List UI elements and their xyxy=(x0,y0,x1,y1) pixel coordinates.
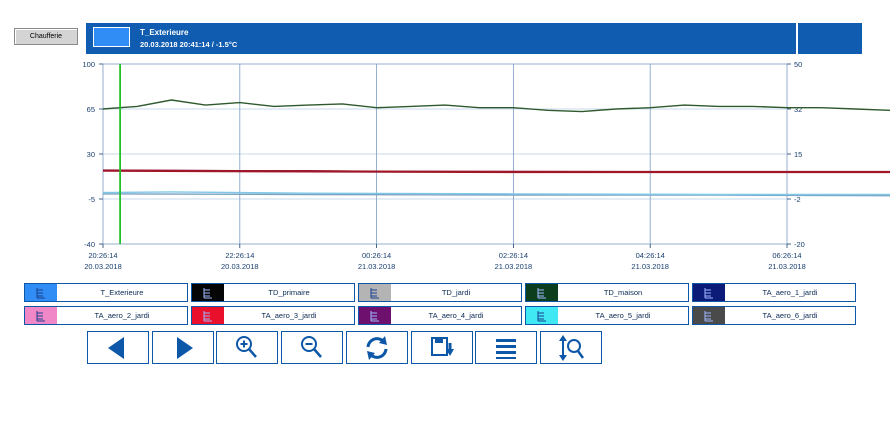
x-tick-date: 21.03.2018 xyxy=(495,262,533,271)
legend-label: TD_primaire xyxy=(268,288,310,297)
y-axis-left: 100 65 30 -5 -40 xyxy=(82,60,103,249)
header-value: 20.03.2018 20:41:14 / -1.5°C xyxy=(140,40,238,49)
series-line-td-maison xyxy=(102,99,890,113)
x-tick-time: 20:26:14 xyxy=(88,251,117,260)
trend-chart[interactable]: 100 65 30 -5 -40 50 32 15 -2 -20 20:26:14 20.03.2… xyxy=(0,55,890,280)
arrow-right-icon xyxy=(176,336,193,359)
x-tick-time: 22:26:14 xyxy=(225,251,254,260)
refresh-icon xyxy=(366,335,388,360)
y-right-tick-label: 32 xyxy=(794,105,802,114)
chart-series xyxy=(102,99,890,197)
x-tick-date: 20.03.2018 xyxy=(221,262,259,271)
legend-label: TD_jardi xyxy=(441,288,471,297)
header-color-swatch xyxy=(93,27,130,47)
y-left-tick-label: 30 xyxy=(87,150,95,159)
legend-color-swatch xyxy=(359,307,391,324)
zoom-out-button[interactable] xyxy=(281,331,344,364)
legend-color-swatch xyxy=(25,307,57,324)
series-line-ta-aero-5-jardi xyxy=(102,191,890,196)
scroll-right-button[interactable] xyxy=(151,331,214,364)
legend-color-swatch xyxy=(192,307,224,324)
refresh-button[interactable] xyxy=(345,331,408,364)
legend-color-swatch xyxy=(526,307,558,324)
legend-item-t-exterieure[interactable]: T_Exterieure xyxy=(24,283,188,302)
export-button[interactable] xyxy=(410,331,473,364)
y-right-tick-label: 50 xyxy=(794,60,802,69)
legend-color-swatch xyxy=(25,284,57,301)
legend-color-swatch xyxy=(359,284,391,301)
series-list-icon xyxy=(370,310,379,321)
y-axis-right: 50 32 15 -2 -20 xyxy=(787,60,805,249)
legend-label: TA_aero_6_jardi xyxy=(762,311,818,320)
series-list-icon xyxy=(704,310,713,321)
legend-item-td-jardi[interactable]: TD_jardi xyxy=(358,283,522,302)
legend-color-swatch xyxy=(693,284,725,301)
y-left-tick-label: -40 xyxy=(84,240,95,249)
chart-grid xyxy=(102,63,788,245)
x-tick-time: 04:26:14 xyxy=(636,251,665,260)
y-left-tick-label: -5 xyxy=(88,195,95,204)
list-icon xyxy=(496,338,517,359)
series-list-icon xyxy=(704,287,713,298)
arrow-left-icon xyxy=(108,336,124,359)
header-separator xyxy=(796,23,798,54)
series-list-icon xyxy=(537,287,546,298)
legend-color-swatch xyxy=(192,284,224,301)
y-left-tick-label: 65 xyxy=(87,105,95,114)
x-tick-date: 20.03.2018 xyxy=(84,262,122,271)
legend-item-ta-aero-4-jardi[interactable]: TA_aero_4_jardi xyxy=(358,306,522,325)
y-right-tick-label: -20 xyxy=(794,240,805,249)
y-left-tick-label: 100 xyxy=(82,60,95,69)
legend-label: TA_aero_2_jardi xyxy=(94,311,150,320)
x-tick-time: 06:26:14 xyxy=(772,251,801,260)
y-right-tick-label: 15 xyxy=(794,150,802,159)
legend-item-ta-aero-1-jardi[interactable]: TA_aero_1_jardi xyxy=(692,283,856,302)
series-list-icon xyxy=(370,287,379,298)
legend-label: TA_aero_5_jardi xyxy=(595,311,651,320)
zoom-out-icon xyxy=(301,335,323,358)
zoom-vertical-button[interactable] xyxy=(539,331,602,364)
legend-label: TA_aero_1_jardi xyxy=(762,288,818,297)
series-list-icon xyxy=(36,310,45,321)
legend-item-td-maison[interactable]: TD_maison xyxy=(525,283,689,302)
x-tick-time: 00:26:14 xyxy=(362,251,391,260)
legend-item-ta-aero-3-jardi[interactable]: TA_aero_3_jardi xyxy=(191,306,355,325)
y-right-tick-label: -2 xyxy=(794,195,801,204)
legend-item-ta-aero-6-jardi[interactable]: TA_aero_6_jardi xyxy=(692,306,856,325)
legend-color-swatch xyxy=(693,307,725,324)
legend-label: TA_aero_3_jardi xyxy=(261,311,317,320)
x-axis: 20:26:14 20.03.2018 22:26:14 20.03.2018 00:2… xyxy=(84,244,806,271)
zoom-vertical-icon xyxy=(558,334,584,361)
legend-label: T_Exterieure xyxy=(100,288,144,297)
header-bar xyxy=(86,23,862,54)
legend-item-td-primaire[interactable]: TD_primaire xyxy=(191,283,355,302)
list-button[interactable] xyxy=(475,331,538,364)
zoom-in-button[interactable] xyxy=(216,331,279,364)
chaufferie-button[interactable]: Chaufferie xyxy=(14,28,78,45)
zoom-in-icon xyxy=(236,335,258,358)
legend-label: TD_maison xyxy=(603,288,643,297)
series-list-icon xyxy=(203,310,212,321)
x-tick-time: 02:26:14 xyxy=(499,251,528,260)
series-line-td-primaire xyxy=(102,169,890,174)
legend-item-ta-aero-5-jardi[interactable]: TA_aero_5_jardi xyxy=(525,306,689,325)
x-tick-date: 21.03.2018 xyxy=(631,262,669,271)
legend-color-swatch xyxy=(526,284,558,301)
series-list-icon xyxy=(203,287,212,298)
x-tick-date: 21.03.2018 xyxy=(768,262,806,271)
header-title: T_Exterieure xyxy=(140,28,189,37)
legend-label: TA_aero_4_jardi xyxy=(428,311,484,320)
series-list-icon xyxy=(36,287,45,298)
x-tick-date: 21.03.2018 xyxy=(358,262,396,271)
save-export-icon xyxy=(430,336,454,356)
legend-item-ta-aero-2-jardi[interactable]: TA_aero_2_jardi xyxy=(24,306,188,325)
scroll-left-button[interactable] xyxy=(87,331,149,364)
series-list-icon xyxy=(537,310,546,321)
